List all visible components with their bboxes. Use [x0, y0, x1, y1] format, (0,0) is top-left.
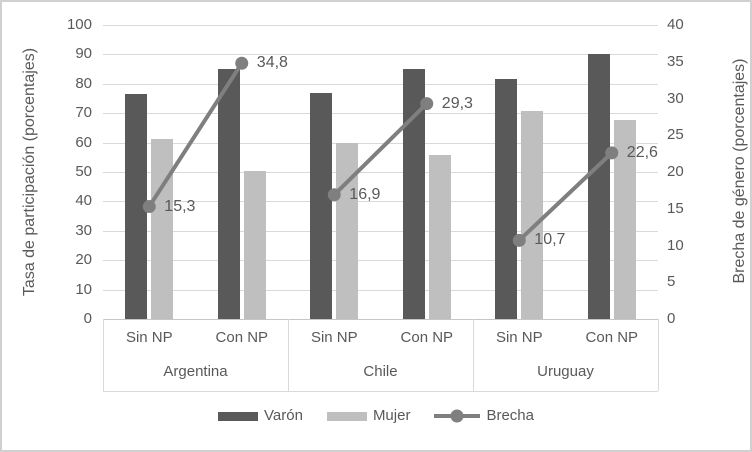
gridline — [103, 142, 658, 144]
right-axis-tick: 25 — [667, 126, 684, 144]
gridline — [103, 172, 658, 173]
brecha-marker — [235, 56, 249, 70]
brecha-marker — [327, 188, 341, 202]
brecha-data-label: 10,7 — [534, 231, 566, 249]
gridline — [103, 25, 658, 26]
left-axis-tick: 80 — [75, 74, 92, 92]
left-axis-tick: 100 — [66, 16, 92, 33]
brecha-data-label: 22,6 — [626, 143, 658, 161]
brecha-line-segment — [147, 62, 244, 208]
category-separator — [288, 319, 289, 391]
left-axis-tick: 30 — [75, 221, 92, 239]
gridline — [103, 54, 658, 56]
bar-varon — [587, 53, 610, 319]
gridline — [103, 230, 658, 232]
subcategory-label: Sin NP — [125, 329, 173, 346]
brecha-line-segment — [517, 151, 614, 242]
subcategory-label: Sin NP — [495, 329, 543, 346]
legend-swatch-icon — [218, 411, 259, 421]
category-axis-bottom-border — [103, 391, 658, 392]
brecha-marker — [420, 97, 434, 111]
gridline — [103, 201, 658, 203]
brecha-marker — [142, 200, 156, 214]
brecha-line-segment — [332, 102, 429, 197]
left-axis-tick: 40 — [75, 192, 92, 210]
x-axis-line — [103, 319, 658, 320]
bar-varon — [217, 69, 240, 319]
group-label: Uruguay — [537, 363, 594, 380]
left-axis-tick: 10 — [75, 280, 92, 298]
legend-line-marker-icon — [434, 409, 481, 423]
legend-item-brecha: Brecha — [434, 406, 534, 426]
brecha-data-label: 29,3 — [441, 94, 473, 112]
gridline — [103, 289, 658, 291]
left-axis-tick: 60 — [75, 133, 92, 151]
right-axis-title: Brecha de género (porcentajes) — [731, 58, 748, 284]
left-axis-tick: 0 — [83, 310, 92, 327]
group-label: Argentina — [163, 363, 228, 380]
bar-varon — [125, 94, 148, 319]
category-separator — [103, 319, 104, 391]
subcategory-label: Sin NP — [310, 329, 358, 346]
brecha-data-label: 34,8 — [256, 54, 288, 72]
left-axis-tick: 90 — [75, 45, 92, 63]
group-label: Chile — [363, 363, 398, 380]
right-axis-tick: 20 — [667, 163, 684, 180]
bar-mujer — [613, 120, 636, 319]
brecha-line-series — [142, 56, 619, 247]
bar-varon — [402, 68, 425, 319]
subcategory-label: Con NP — [400, 329, 454, 346]
bar-mujer — [521, 110, 544, 319]
right-axis-tick: 30 — [667, 89, 684, 107]
legend-item-varon: Varón — [218, 406, 303, 426]
category-separator — [658, 319, 659, 391]
brecha-data-label: 15,3 — [164, 197, 196, 215]
bar-mujer — [428, 154, 451, 319]
legend-swatch-icon — [326, 411, 367, 421]
right-axis-tick: 15 — [667, 199, 684, 217]
gridline — [103, 260, 658, 262]
subcategory-label: Con NP — [215, 329, 269, 346]
left-axis-tick: 50 — [75, 163, 92, 180]
left-axis-title: Tasa de participación (porcentajes) — [21, 47, 38, 297]
legend-label: Mujer — [372, 407, 411, 424]
right-axis-tick: 40 — [667, 16, 684, 33]
gridline — [103, 83, 658, 85]
right-axis-tick: 5 — [667, 273, 676, 291]
bar-mujer — [243, 171, 266, 319]
left-axis-tick: 70 — [75, 104, 92, 122]
left-axis-tick: 20 — [75, 251, 92, 269]
right-axis-tick: 0 — [667, 310, 676, 327]
legend-label: Brecha — [486, 407, 534, 424]
plot-area: 15,3 34,8 16,9 29,3 10,7 22,6 — [103, 25, 658, 320]
bar-varon — [495, 79, 518, 319]
subcategory-label: Con NP — [585, 329, 639, 346]
right-axis-tick: 10 — [667, 236, 684, 254]
bar-varon — [310, 93, 333, 319]
right-axis-tick: 35 — [667, 52, 684, 70]
legend-label: Varón — [264, 407, 303, 424]
category-separator — [473, 319, 474, 391]
brecha-marker — [605, 146, 619, 160]
bar-mujer — [151, 139, 174, 319]
brecha-data-label: 16,9 — [349, 185, 381, 203]
brecha-marker — [512, 233, 526, 247]
gridline — [103, 113, 658, 115]
legend-item-mujer: Mujer — [326, 406, 411, 426]
legend: Varón Mujer Brecha — [0, 406, 752, 426]
